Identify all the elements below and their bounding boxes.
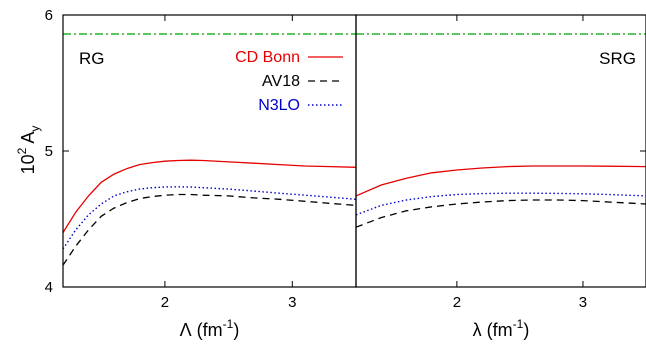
- legend-label-av18: AV18: [262, 73, 300, 90]
- x-tick-label: 2: [453, 294, 461, 311]
- x-title-left-exp: -1: [223, 317, 234, 331]
- y-tick-label: 5: [45, 143, 53, 160]
- x-title-right-sym: λ: [473, 320, 482, 340]
- series-av18-line-p0: [63, 193, 356, 266]
- x-title-right-unit: (fm: [487, 320, 513, 340]
- panel-label-srg: SRG: [599, 49, 636, 68]
- series-n3lo-line-p0: [63, 186, 356, 250]
- panel-right-series-group: [356, 33, 646, 228]
- y-axis-title: 102 Ay: [15, 126, 42, 175]
- y-tick-label: 6: [45, 7, 53, 24]
- y-title-sym: A: [18, 132, 38, 144]
- x-title-right-close: ): [523, 320, 529, 340]
- legend-label-cd-bonn: CD Bonn: [235, 49, 300, 66]
- series-n3lo-line-p1: [356, 192, 646, 216]
- series-cd-bonn-line-p1: [356, 165, 646, 197]
- panel-left-series-group: [63, 33, 356, 266]
- x-axis-title-right: λ (fm-1): [473, 317, 530, 340]
- panel-right: 2 3 SRG λ (fm-1): [355, 14, 646, 340]
- legend: CD Bonn AV18 N3LO: [235, 49, 343, 114]
- y-title-base: 10: [18, 154, 38, 174]
- x-tick-label: 3: [579, 294, 587, 311]
- y-title-exp: 2: [15, 147, 29, 154]
- x-title-left-sym: Λ: [180, 320, 192, 340]
- panel-right-frame: [355, 14, 646, 288]
- legend-label-n3lo: N3LO: [258, 97, 300, 114]
- x-axis-title-left: Λ (fm-1): [180, 317, 240, 340]
- x-title-left-close: ): [233, 320, 239, 340]
- panel-label-rg: RG: [79, 49, 105, 68]
- panel-left: 2 3 4 5 6 RG CD Bonn AV18 N3LO Λ (fm-1): [45, 7, 357, 340]
- x-title-right-exp: -1: [513, 317, 524, 331]
- y-title-sub: y: [28, 126, 42, 132]
- panel-left-frame: [62, 14, 357, 288]
- x-title-left-unit: (fm: [197, 320, 223, 340]
- series-cd-bonn-line-p0: [63, 159, 356, 233]
- y-tick-label: 4: [45, 279, 53, 296]
- series-av18-line-p1: [356, 199, 646, 228]
- x-tick-label: 2: [161, 294, 169, 311]
- x-tick-label: 3: [288, 294, 296, 311]
